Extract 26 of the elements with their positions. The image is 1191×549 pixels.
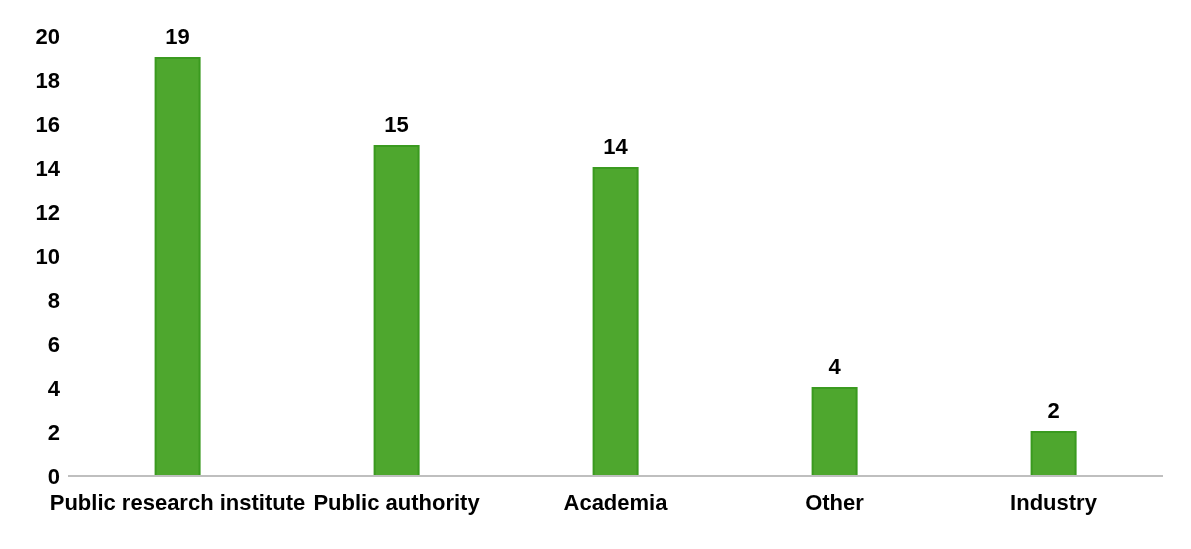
x-tick-label: Industry [1010,489,1098,515]
y-tick-label: 14 [35,155,61,181]
x-tick-label: Public authority [313,489,481,515]
y-tick-label: 8 [47,287,60,313]
y-tick-label: 0 [47,463,60,489]
bar [1030,431,1077,476]
y-tick-label: 18 [35,67,60,93]
y-tick-label: 6 [47,331,60,357]
data-label: 4 [828,354,842,379]
bar [811,387,858,476]
x-tick-label: Other [805,489,865,515]
data-label: 2 [1047,398,1060,423]
bar [592,167,639,476]
data-label: 19 [165,24,190,49]
y-tick-label: 16 [35,111,60,137]
data-label: 15 [384,112,409,137]
data-label: 14 [603,134,629,159]
y-tick-label: 2 [47,419,60,445]
x-tick-label: Academia [563,489,669,515]
x-tick-label: Public research institute [49,489,306,515]
y-tick-label: 12 [35,199,60,225]
bar [373,145,420,476]
y-tick-label: 10 [35,243,60,269]
y-tick-label: 20 [35,23,60,49]
bar [154,57,201,476]
y-tick-label: 4 [47,375,61,401]
